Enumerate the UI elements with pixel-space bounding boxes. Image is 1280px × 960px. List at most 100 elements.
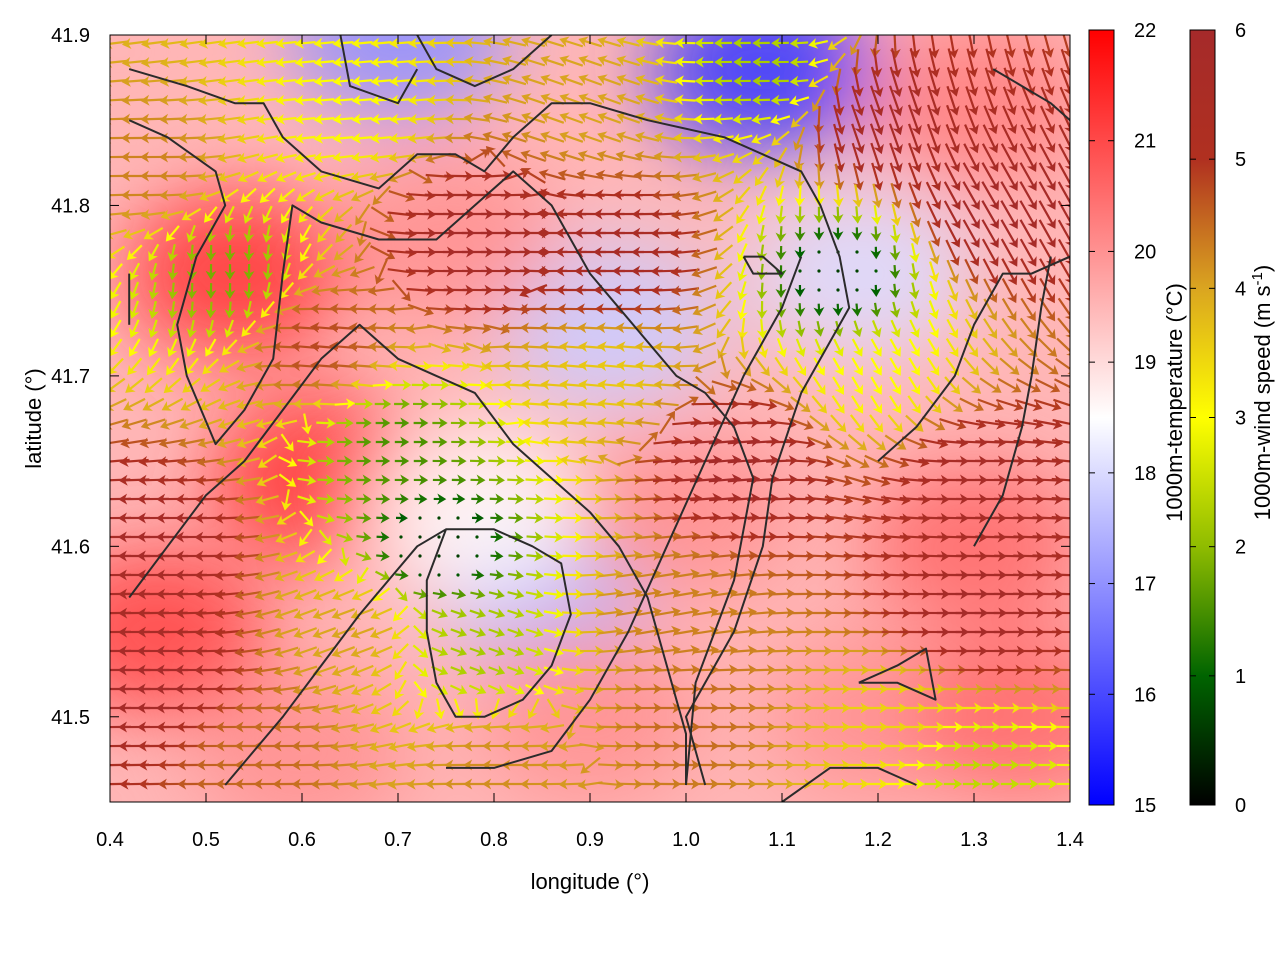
wind-arrow bbox=[776, 338, 787, 358]
wind-arrow bbox=[714, 262, 733, 280]
wind-arrow bbox=[908, 263, 920, 281]
wind-arrow bbox=[928, 261, 940, 283]
wind-arrow bbox=[524, 455, 546, 467]
temperature-region bbox=[336, 154, 556, 325]
wind-vectors bbox=[110, 35, 1070, 791]
wind-arrow bbox=[389, 37, 411, 49]
wind-arrow bbox=[962, 200, 980, 230]
wind-arrow bbox=[559, 398, 583, 410]
wind-arrow bbox=[692, 322, 716, 335]
wind-arrow bbox=[964, 318, 978, 339]
wind-arrow bbox=[389, 113, 411, 125]
wind-arrow bbox=[236, 361, 261, 373]
wind-arrow bbox=[1033, 398, 1062, 412]
wind-arrow bbox=[1054, 378, 1070, 393]
wind-arrow bbox=[237, 56, 260, 68]
wind-arrow bbox=[540, 417, 564, 429]
wind-arrow bbox=[275, 113, 297, 125]
wind-arrow bbox=[888, 85, 903, 117]
wind-arrow bbox=[847, 433, 868, 451]
wind-arrow bbox=[538, 169, 566, 181]
wind-arrow bbox=[576, 169, 604, 181]
wind-arrow bbox=[946, 299, 959, 320]
wind-arrow bbox=[1019, 162, 1037, 191]
wind-arrow bbox=[653, 398, 679, 409]
wind-arrow bbox=[110, 228, 127, 240]
wind-arrow bbox=[110, 56, 128, 68]
wind-arrow bbox=[790, 396, 811, 413]
wind-arrow bbox=[559, 360, 583, 372]
wind-arrow bbox=[418, 554, 422, 558]
wind-arrow bbox=[121, 38, 147, 49]
wind-arrow bbox=[520, 341, 546, 353]
wind-arrow bbox=[578, 454, 602, 466]
wind-arrow bbox=[752, 75, 770, 87]
wind-arrow bbox=[110, 437, 129, 449]
wind-arrow bbox=[243, 300, 255, 319]
wind-arrow bbox=[850, 104, 865, 136]
wind-arrow bbox=[946, 67, 960, 97]
wind-arrow bbox=[259, 187, 276, 203]
wind-arrow bbox=[294, 171, 316, 183]
wind-arrow bbox=[1039, 143, 1056, 172]
wind-arrow bbox=[540, 112, 565, 124]
wind-arrow bbox=[351, 113, 373, 125]
wind-arrow bbox=[925, 181, 942, 210]
wind-arrow bbox=[1019, 181, 1037, 211]
wind-arrow bbox=[198, 94, 223, 106]
wind-arrow bbox=[1002, 105, 1018, 135]
wind-arrow bbox=[1051, 458, 1070, 464]
wind-arrow bbox=[369, 151, 393, 163]
wind-arrow bbox=[909, 48, 921, 78]
x-tick-label: 1.0 bbox=[672, 829, 700, 851]
x-axis-label: longitude (°) bbox=[531, 869, 650, 894]
wind-arrow bbox=[674, 396, 699, 412]
wind-arrow bbox=[771, 56, 789, 68]
wind-arrow bbox=[126, 244, 143, 261]
wind-arrow bbox=[503, 398, 525, 410]
y-tick-label: 41.6 bbox=[51, 536, 90, 558]
wind-arrow bbox=[732, 151, 753, 164]
plot-area bbox=[109, 34, 1071, 803]
wind-arrow bbox=[196, 456, 224, 468]
wind-arrow bbox=[197, 171, 223, 183]
wind-arrow bbox=[159, 94, 185, 106]
wind-arrow bbox=[121, 208, 147, 220]
wind-arrow bbox=[375, 436, 391, 448]
wind-arrow bbox=[437, 554, 441, 558]
wind-arrow bbox=[1036, 357, 1059, 375]
wind-arrow bbox=[217, 114, 241, 125]
wind-arrow bbox=[482, 131, 509, 143]
wind-arrow bbox=[186, 224, 197, 243]
wind-arrow bbox=[962, 162, 980, 192]
wind-arrow bbox=[243, 225, 255, 243]
wind-arrow bbox=[775, 205, 787, 225]
wind-arrow bbox=[369, 171, 393, 183]
wind-arrow bbox=[1033, 418, 1063, 430]
wind-arrow bbox=[813, 227, 825, 241]
wind-arrow bbox=[313, 37, 335, 49]
wind-arrow bbox=[1000, 337, 1018, 358]
wind-arrow bbox=[354, 241, 372, 264]
wind-arrow bbox=[670, 266, 700, 278]
wind-arrow bbox=[717, 336, 730, 359]
wind-arrow bbox=[1001, 297, 1017, 322]
wind-arrow bbox=[1037, 337, 1058, 358]
wind-arrow bbox=[597, 341, 621, 353]
wind-arrow bbox=[813, 357, 825, 376]
wind-arrow bbox=[1058, 278, 1070, 304]
wind-arrow bbox=[1000, 181, 1018, 211]
wind-arrow bbox=[616, 112, 641, 124]
wind-arrow bbox=[692, 171, 717, 183]
wind-arrow bbox=[775, 226, 787, 242]
wind-arrow bbox=[243, 244, 255, 262]
wind-arrow bbox=[908, 202, 921, 228]
wind-arrow bbox=[694, 94, 714, 106]
wind-arrow bbox=[110, 263, 123, 280]
wind-arrow bbox=[888, 123, 903, 155]
wind-arrow bbox=[635, 36, 659, 48]
wind-arrow bbox=[1001, 278, 1017, 304]
wind-arrow bbox=[217, 399, 241, 411]
wind-arrow bbox=[349, 265, 375, 278]
wind-arrow bbox=[482, 112, 508, 124]
